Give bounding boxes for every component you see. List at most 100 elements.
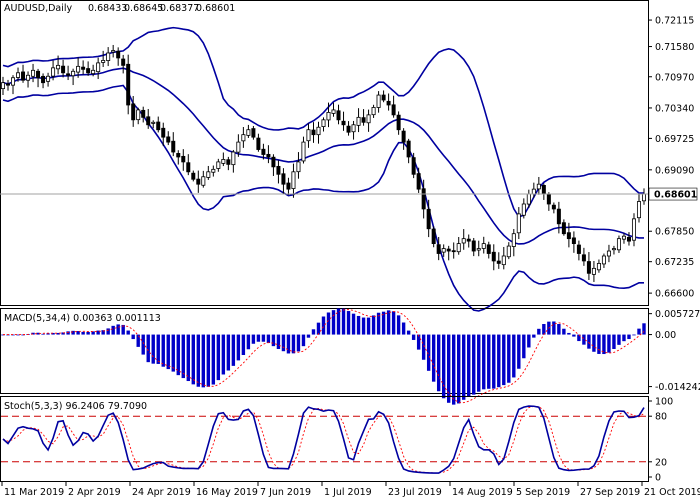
- candle-body: [571, 237, 576, 245]
- macd-bar: [91, 331, 95, 335]
- candle-body: [41, 75, 46, 84]
- candle-body: [11, 77, 16, 86]
- macd-bar: [71, 330, 75, 335]
- macd-bar: [582, 334, 586, 345]
- candle-body: [486, 244, 491, 254]
- candle-body: [446, 248, 451, 252]
- candle-body: [211, 168, 216, 173]
- candle-body: [261, 148, 266, 155]
- candle-body: [642, 193, 647, 202]
- macd-bar: [316, 322, 321, 335]
- candle-body: [581, 254, 586, 262]
- macd-bar: [51, 332, 55, 335]
- price-tick-label: 0.69725: [655, 134, 694, 145]
- candle-body: [436, 244, 441, 254]
- time-tick-label: 23 Jul 2019: [388, 487, 442, 498]
- macd-bar: [96, 330, 100, 335]
- candle-body: [521, 203, 526, 216]
- candle-body: [281, 173, 286, 185]
- macd-tick-label: 0.00: [655, 330, 676, 341]
- candle-body: [16, 72, 21, 78]
- candle-body: [331, 109, 336, 114]
- stoch-axis: 100 80 20 0: [648, 397, 673, 484]
- candle-body: [266, 153, 271, 158]
- macd-bar: [331, 310, 336, 335]
- candle-body: [476, 248, 481, 251]
- macd-bar: [206, 334, 211, 387]
- macd-bar: [366, 317, 371, 335]
- candle-body: [71, 70, 76, 77]
- macd-bar: [482, 334, 486, 390]
- macd-bar: [236, 334, 241, 361]
- macd-bar: [246, 334, 251, 350]
- price-axis: 0.72115 0.71580 0.70970 0.70340 0.69725 0.690…: [648, 16, 694, 300]
- price-tick-label: 0.67850: [655, 227, 694, 238]
- candle-body: [316, 126, 321, 136]
- candle-body: [151, 121, 156, 124]
- candle-body: [81, 66, 86, 70]
- candle-body: [231, 151, 236, 166]
- macd-bar: [406, 330, 411, 335]
- candle-body: [6, 83, 11, 86]
- time-tick-label: 11 Mar 2019: [4, 487, 64, 498]
- candle-body: [606, 250, 611, 257]
- macd-bar: [216, 334, 221, 381]
- candle-body: [191, 172, 196, 180]
- time-tick-label: 1 Jul 2019: [324, 487, 372, 498]
- candle-body: [156, 121, 161, 131]
- candle-body: [86, 68, 91, 74]
- candle-body: [91, 69, 96, 75]
- candle-body: [141, 109, 146, 118]
- price-tick-label: 0.66600: [655, 289, 694, 300]
- macd-bar: [161, 334, 165, 367]
- header-symbol: AUDUSD,Daily: [4, 3, 73, 14]
- macd-bar: [106, 328, 110, 335]
- macd-bar: [542, 324, 546, 335]
- candle-body: [381, 94, 386, 101]
- macd-bar: [441, 334, 446, 399]
- candle-body: [441, 248, 446, 253]
- macd-bar: [341, 308, 346, 335]
- candle-body: [0, 82, 6, 90]
- macd-signal-value: 0.001113: [115, 313, 160, 324]
- candle-body: [286, 182, 291, 190]
- macd-bar: [502, 334, 506, 386]
- macd-bar: [171, 334, 175, 372]
- macd-bar: [391, 311, 396, 335]
- macd-bar: [572, 334, 576, 337]
- time-tick-label: 24 Apr 2019: [132, 487, 191, 498]
- macd-bar: [111, 325, 115, 335]
- timeframe: Daily: [48, 3, 72, 14]
- macd-bar: [431, 334, 436, 382]
- macd-bar: [376, 312, 381, 335]
- band-lower: [2, 84, 644, 312]
- macd-bar: [271, 334, 276, 347]
- candle-body: [296, 161, 301, 173]
- macd-bar: [191, 334, 195, 385]
- candle-body: [621, 235, 626, 240]
- candle-body: [236, 141, 241, 153]
- macd-bar: [126, 330, 130, 335]
- candle-body: [341, 120, 346, 126]
- macd-bar: [602, 334, 606, 355]
- candle-body: [391, 104, 396, 116]
- macd-bar: [141, 334, 145, 355]
- candle-body: [601, 255, 606, 265]
- macd-bar: [436, 334, 441, 392]
- macd-bar: [597, 334, 601, 354]
- candle-body: [31, 69, 36, 77]
- candle-body: [196, 178, 201, 185]
- stoch-tick-label: 20: [655, 457, 667, 468]
- macd-bar: [196, 334, 201, 387]
- candle-body: [126, 63, 131, 106]
- candle-body: [411, 157, 416, 175]
- macd-bar: [552, 321, 556, 335]
- candle-body: [171, 140, 176, 153]
- macd-bar: [321, 316, 326, 335]
- macd-bar: [592, 334, 596, 352]
- macd-tick-label: 0.005727: [655, 309, 700, 320]
- price-tick-label: 0.71580: [655, 42, 694, 53]
- macd-bar: [116, 324, 120, 335]
- candle-body: [146, 116, 151, 126]
